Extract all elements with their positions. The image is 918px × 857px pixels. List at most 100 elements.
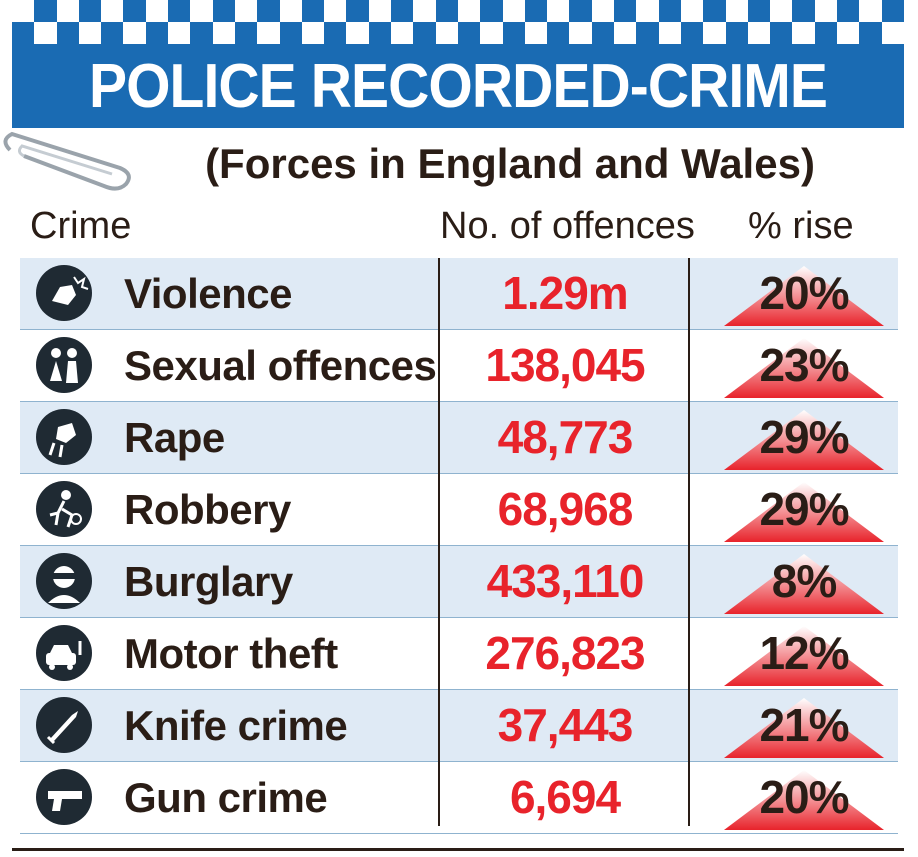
checker-square	[346, 22, 369, 44]
rise-cell: 20%	[710, 762, 898, 833]
offences-value: 276,823	[485, 627, 645, 679]
rise-value: 29%	[759, 483, 849, 535]
checker-square	[346, 0, 369, 22]
checker-square	[457, 0, 481, 22]
rise-triangle-icon	[724, 482, 884, 542]
checker-square	[814, 22, 838, 44]
rise-triangle-icon	[724, 338, 884, 398]
table-row: Knife crime 37,443 21%	[20, 690, 898, 762]
checker-square	[859, 22, 882, 44]
checker-square	[658, 22, 681, 44]
checker-square	[569, 0, 592, 22]
checker-square	[190, 0, 213, 22]
table-row: Violence 1.29m 20%	[20, 258, 898, 330]
checker-square	[569, 22, 592, 44]
checker-square	[234, 0, 258, 22]
checker-square	[301, 22, 325, 44]
checker-square	[636, 22, 659, 44]
checker-square	[257, 22, 280, 44]
checker-square	[747, 22, 771, 44]
checker-square	[190, 22, 213, 44]
rise-cell: 29%	[710, 474, 898, 545]
checker-square	[547, 22, 570, 44]
table-row: Motor theft 276,823 12%	[20, 618, 898, 690]
checker-square	[324, 22, 347, 44]
checker-square	[56, 0, 79, 22]
page-title: POLICE RECORDED-CRIME 2016-17	[88, 52, 828, 199]
subtitle: (Forces in England and Wales)	[205, 140, 815, 187]
checker-square	[614, 22, 637, 44]
crime-table: Violence 1.29m 20% Sexual offences 138,045 23…	[20, 258, 898, 834]
harassment-icon	[36, 337, 92, 393]
crime-label: Burglary	[124, 558, 293, 605]
checker-square	[770, 0, 793, 22]
checker-square	[524, 22, 548, 44]
checker-square	[391, 0, 414, 22]
checker-square	[703, 22, 726, 44]
checker-square	[792, 0, 815, 22]
table-row: Robbery 68,968 29%	[20, 474, 898, 546]
offences-value: 68,968	[497, 483, 634, 535]
checker-square	[212, 0, 235, 22]
checker-square	[614, 0, 637, 22]
checker-square	[837, 0, 860, 22]
checker-square	[636, 0, 659, 22]
rise-triangle-icon	[724, 266, 884, 326]
checker-square	[814, 0, 838, 22]
checker-square	[234, 22, 258, 44]
checker-square	[78, 0, 102, 22]
offences-value: 433,110	[486, 555, 645, 607]
fist-punch-icon	[36, 265, 92, 321]
table-row: Burglary 433,110 8%	[20, 546, 898, 618]
column-divider-right	[688, 258, 690, 826]
checker-square	[435, 0, 458, 22]
checker-square	[770, 22, 793, 44]
offences-value: 6,694	[509, 771, 621, 823]
table-row: Sexual offences 138,045 23%	[20, 330, 898, 402]
checker-square	[391, 22, 414, 44]
checker-square	[101, 0, 124, 22]
checker-square	[502, 22, 525, 44]
checker-square	[34, 0, 57, 22]
checker-square	[725, 22, 748, 44]
column-header-rise: % rise	[748, 205, 854, 247]
checker-square	[413, 22, 436, 44]
checker-square	[279, 22, 302, 44]
rise-cell: 8%	[710, 546, 898, 617]
checker-square	[168, 22, 191, 44]
rise-cell: 21%	[710, 690, 898, 761]
checker-square	[257, 0, 280, 22]
checker-square	[591, 0, 615, 22]
paperclip-icon	[3, 131, 131, 191]
checker-square	[680, 22, 704, 44]
rise-cell: 12%	[710, 618, 898, 689]
checker-square	[368, 0, 392, 22]
police-checker-pattern	[12, 0, 904, 44]
bottom-rule	[12, 848, 904, 851]
rise-value: 21%	[759, 699, 849, 751]
offences-value: 48,773	[497, 411, 634, 463]
checker-square	[145, 0, 169, 22]
checker-square	[324, 0, 347, 22]
checker-square	[368, 22, 392, 44]
checker-square	[480, 22, 503, 44]
crime-label: Motor theft	[124, 630, 338, 677]
offences-value: 1.29m	[502, 267, 628, 319]
checker-square	[123, 22, 146, 44]
checker-square	[101, 22, 124, 44]
checker-square	[881, 0, 904, 22]
rise-cell: 20%	[710, 258, 898, 329]
checker-square	[123, 0, 146, 22]
knife-icon	[36, 697, 92, 753]
checker-square	[792, 22, 815, 44]
checker-square	[747, 0, 771, 22]
checker-square	[703, 0, 726, 22]
crime-label: Knife crime	[124, 702, 348, 749]
checker-square	[524, 0, 548, 22]
offences-value: 138,045	[485, 339, 645, 391]
crime-label: Robbery	[124, 486, 291, 533]
checker-square	[56, 22, 79, 44]
column-header-offences: No. of offences	[440, 205, 695, 247]
rise-triangle-icon	[724, 626, 884, 686]
